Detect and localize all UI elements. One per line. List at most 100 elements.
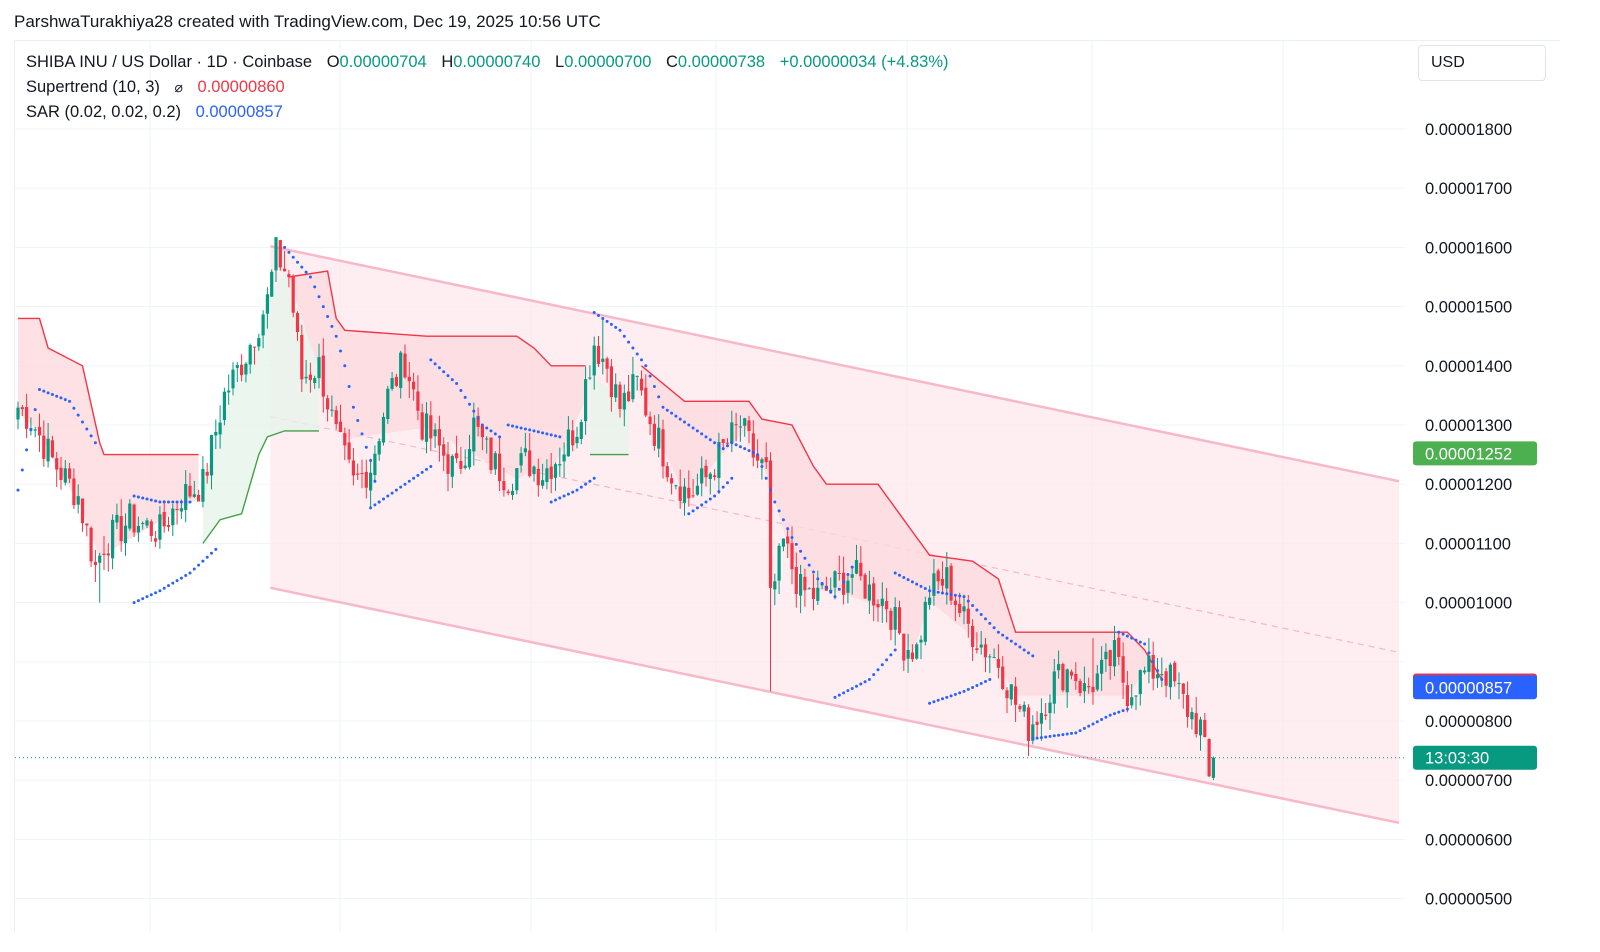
candle-body	[601, 358, 605, 362]
sar-dot	[592, 476, 596, 480]
sar-dot	[171, 500, 175, 504]
sar-dot	[932, 700, 936, 704]
sar-dot	[966, 599, 970, 603]
sar-dot	[786, 527, 790, 531]
sar-dot	[339, 349, 342, 353]
sar-dot	[158, 500, 162, 504]
candle-body	[859, 562, 863, 577]
sar-dot	[145, 497, 149, 501]
hidden-eye-icon[interactable]: ⌀	[174, 79, 183, 95]
candle-body	[278, 240, 282, 268]
supertrend-down-line	[288, 270, 586, 367]
candle-body	[149, 521, 153, 536]
candle-body	[1001, 666, 1005, 689]
candle-body	[700, 468, 704, 484]
candle-body	[437, 429, 441, 446]
sar-dot	[412, 476, 416, 480]
candle-body	[885, 601, 889, 610]
sar-dot	[713, 441, 717, 445]
sar-dot	[829, 590, 833, 594]
candle-body	[1005, 690, 1009, 699]
sar-dot	[880, 663, 884, 667]
candle-body	[1190, 712, 1194, 720]
y-tick-label: 0.00001100	[1425, 535, 1511, 553]
candle-body	[953, 600, 957, 606]
candle-body	[188, 485, 192, 497]
candle-body	[1039, 713, 1043, 724]
sar-dot	[158, 589, 162, 593]
candle-body	[493, 453, 497, 470]
candle-body	[227, 390, 231, 393]
sar-dot	[554, 434, 557, 438]
sar-dot	[162, 586, 166, 590]
sar-dot	[291, 255, 295, 259]
candle-body	[214, 431, 218, 436]
candle-body	[399, 352, 403, 388]
sar-dot	[179, 500, 183, 504]
legend-sar-row[interactable]: SAR (0.02, 0.02, 0.2) 0.00000857	[26, 100, 949, 125]
sar-dot	[46, 391, 50, 395]
sar-dot	[769, 488, 772, 492]
sar-dot	[657, 395, 661, 399]
sar-dot	[1082, 726, 1086, 730]
candle-body	[141, 523, 145, 525]
sar-dot	[975, 683, 979, 687]
legend-sar-label[interactable]: SAR (0.02, 0.02, 0.2)	[26, 103, 182, 121]
candle-body	[575, 436, 579, 444]
candle-body	[407, 376, 411, 382]
candle-body	[412, 381, 416, 390]
candle-body	[1104, 651, 1108, 660]
sar-dot	[472, 409, 476, 413]
chart-frame	[14, 40, 1560, 932]
candle-body	[962, 606, 966, 612]
candle-body	[919, 639, 923, 643]
candle-body	[558, 464, 562, 466]
sar-dot	[1125, 707, 1129, 711]
sar-dot	[347, 385, 351, 389]
sar-dot	[515, 425, 519, 429]
sar-dot	[184, 500, 188, 504]
sar-dot	[652, 385, 656, 389]
sar-dot	[863, 680, 867, 684]
sar-dot	[949, 592, 953, 596]
candle-body	[691, 495, 695, 497]
candle-body	[235, 365, 239, 368]
sar-dot	[33, 408, 37, 412]
candle-body	[261, 314, 265, 336]
candle-body	[283, 268, 287, 272]
legend-supertrend-label[interactable]: Supertrend (10, 3)	[26, 78, 160, 96]
candle-body	[68, 468, 72, 479]
sar-dot	[175, 579, 179, 583]
legend-supertrend-row[interactable]: Supertrend (10, 3) ⌀ 0.00000860	[26, 75, 949, 100]
legend-symbol[interactable]: SHIBA INU / US Dollar · 1D · Coinbase	[26, 53, 313, 71]
candle-body	[373, 453, 377, 475]
sar-dot	[1035, 736, 1039, 740]
sar-dot	[214, 547, 218, 551]
sar-dot	[691, 509, 695, 513]
sar-dot	[678, 417, 682, 421]
sar-dot	[89, 434, 93, 438]
candle-body	[192, 494, 196, 497]
sar-dot	[463, 395, 467, 399]
candle-body	[201, 469, 205, 502]
sar-dot	[29, 428, 33, 432]
sar-dot	[738, 445, 742, 449]
candle-body	[154, 538, 158, 542]
candle-body	[661, 429, 665, 467]
sar-dot	[1117, 630, 1121, 634]
candle-body	[502, 481, 506, 491]
candle-body	[1095, 673, 1099, 690]
candle-body	[743, 418, 747, 426]
sar-dot	[377, 500, 381, 504]
candle-body	[394, 376, 398, 386]
candle-body	[1078, 681, 1082, 694]
sar-dot	[945, 695, 949, 699]
sar-dot	[764, 476, 768, 480]
sar-dot	[614, 325, 618, 329]
candle-body	[717, 441, 721, 478]
sar-dot	[777, 509, 781, 513]
sar-dot	[429, 358, 433, 362]
currency-selector[interactable]: USD	[1418, 45, 1546, 81]
sar-dot	[450, 378, 454, 382]
